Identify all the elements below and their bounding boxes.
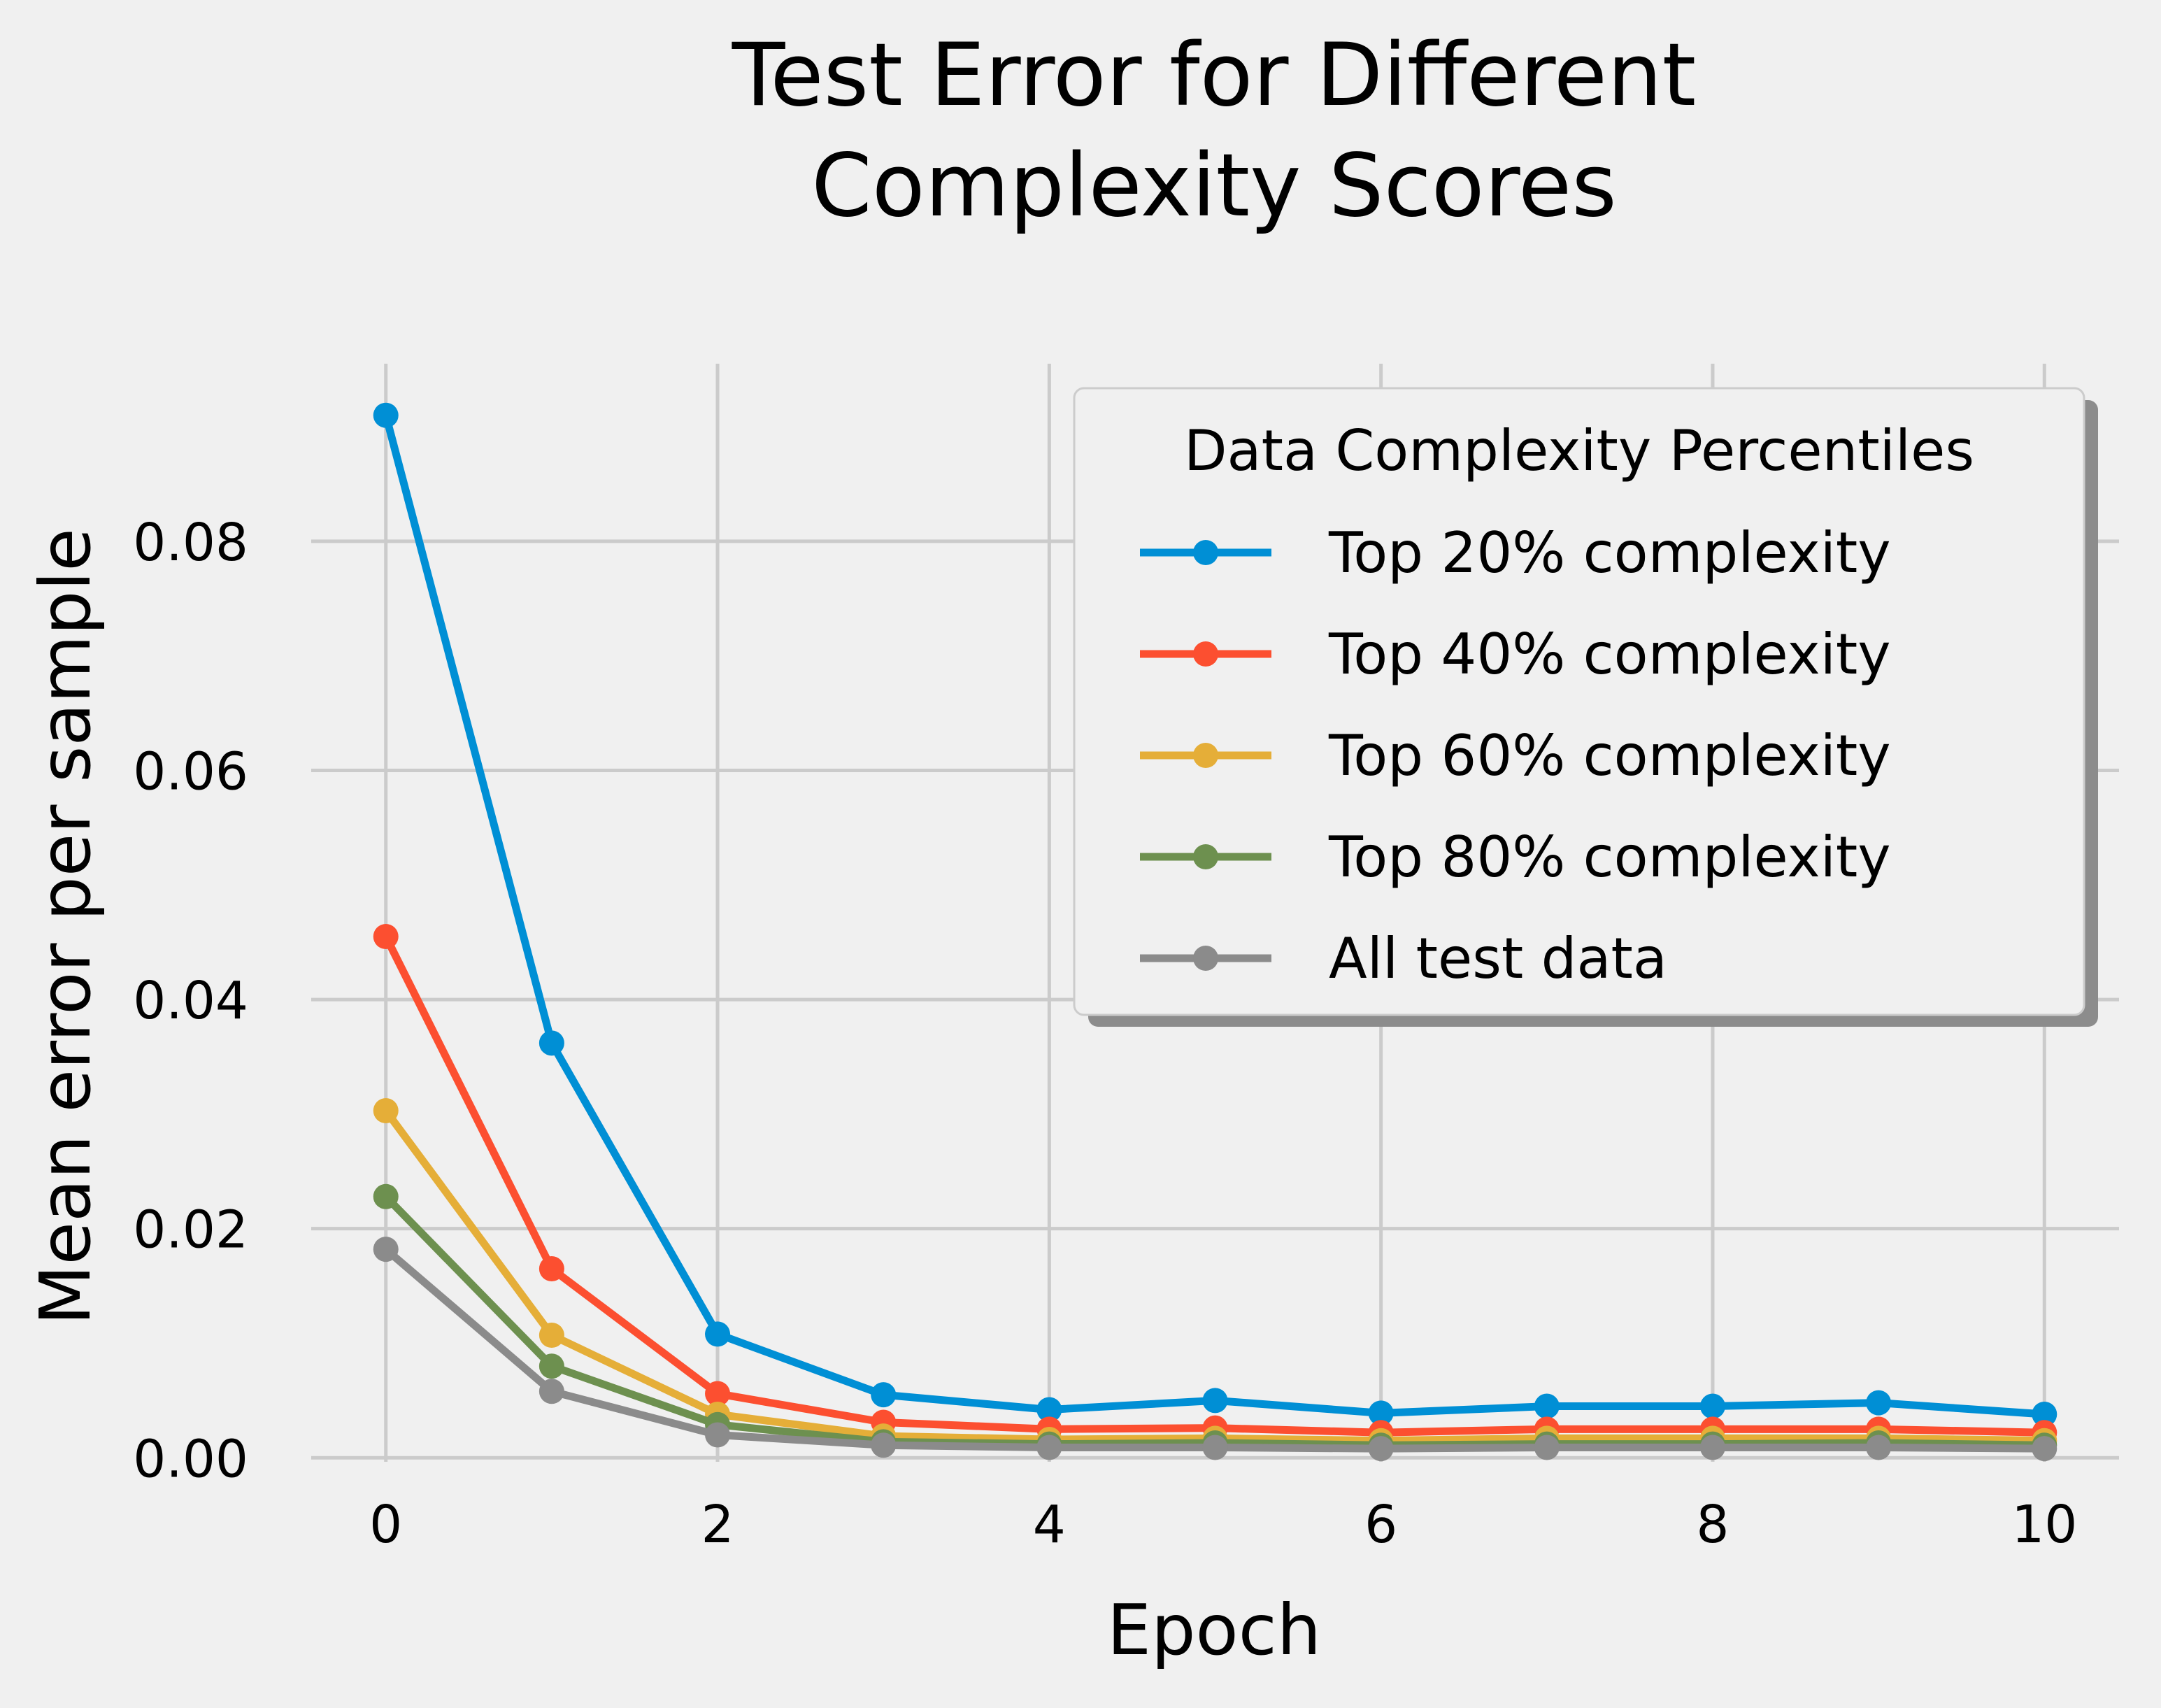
data-point (705, 1321, 731, 1347)
data-point (1202, 1435, 1228, 1460)
data-point (871, 1382, 897, 1408)
legend-label: Top 60% complexity (1328, 723, 1891, 788)
data-point (1534, 1393, 1560, 1419)
legend-marker (1193, 946, 1218, 971)
legend-marker (1193, 844, 1218, 869)
x-tick-label: 6 (1364, 1495, 1397, 1555)
chart-title-line-1: Test Error for Different (732, 25, 1697, 126)
x-tick-label: 4 (1033, 1495, 1066, 1555)
data-point (871, 1432, 897, 1458)
series-group (373, 402, 2057, 1462)
legend-marker (1193, 641, 1218, 667)
data-point (1036, 1435, 1062, 1460)
data-point (373, 1183, 399, 1209)
legend-label: All test data (1329, 926, 1667, 991)
chart-title-line-2: Complexity Scores (811, 136, 1617, 236)
x-tick-label: 0 (369, 1495, 402, 1555)
data-point (1866, 1390, 1892, 1416)
legend-label: Top 80% complexity (1328, 825, 1891, 890)
legend-item: Top 60% complexity (1140, 723, 1891, 788)
x-tick-label: 10 (2011, 1495, 2077, 1555)
data-point (539, 1256, 564, 1282)
data-point (1368, 1436, 1394, 1462)
legend-title: Data Complexity Percentiles (1184, 418, 1974, 483)
x-tick-label: 2 (701, 1495, 734, 1555)
data-point (373, 1237, 399, 1262)
y-tick-label: 0.00 (133, 1429, 248, 1489)
y-axis-ticks: 0.00 0.02 0.04 0.06 0.08 (133, 513, 248, 1489)
legend-item: Top 20% complexity (1140, 520, 1891, 585)
legend-items: Top 20% complexity Top 40% complexity Top … (1140, 520, 1891, 991)
legend-item: Top 80% complexity (1140, 825, 1891, 890)
data-point (705, 1422, 731, 1448)
series-5 (373, 1237, 2057, 1462)
data-point (1534, 1435, 1560, 1460)
data-point (539, 1353, 564, 1379)
data-point (1202, 1388, 1228, 1414)
legend-item: All test data (1140, 926, 1667, 991)
data-point (1866, 1435, 1892, 1460)
y-axis-label: Mean error per sample (24, 528, 106, 1325)
y-tick-label: 0.02 (133, 1200, 248, 1260)
data-point (539, 1379, 564, 1404)
data-point (1699, 1393, 1725, 1419)
data-point (1699, 1435, 1725, 1460)
x-axis-label: Epoch (1107, 1589, 1321, 1671)
y-tick-label: 0.04 (133, 971, 248, 1031)
legend-item: Top 40% complexity (1140, 622, 1891, 687)
data-point (539, 1030, 564, 1056)
legend-marker (1193, 743, 1218, 768)
y-tick-label: 0.08 (133, 513, 248, 573)
legend-label: Top 40% complexity (1328, 622, 1891, 687)
legend-box (1073, 387, 2085, 1016)
legend-marker (1193, 540, 1218, 565)
data-point (373, 1097, 399, 1123)
legend: Data Complexity Percentiles Top 20% comp… (1073, 387, 2098, 1027)
data-point (2032, 1402, 2057, 1428)
x-axis-ticks: 0 2 4 6 8 10 (369, 1495, 2077, 1555)
legend-label: Top 20% complexity (1328, 520, 1891, 585)
data-point (539, 1323, 564, 1348)
x-tick-label: 8 (1696, 1495, 1729, 1555)
data-point (1368, 1400, 1394, 1426)
data-point (1036, 1397, 1062, 1423)
data-point (2032, 1436, 2057, 1462)
data-point (373, 402, 399, 428)
data-point (705, 1381, 731, 1407)
y-tick-label: 0.06 (133, 741, 248, 802)
series-1 (373, 402, 2057, 1428)
data-point (373, 923, 399, 949)
